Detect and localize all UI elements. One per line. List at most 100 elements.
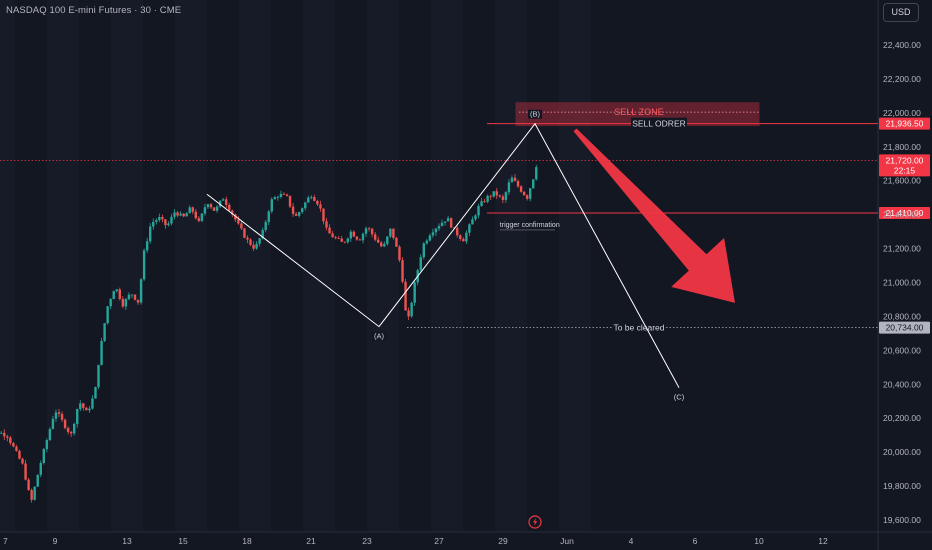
candle-body: [185, 213, 188, 217]
candle-body: [218, 200, 222, 207]
candle-body: [513, 177, 517, 182]
candle-body: [334, 237, 337, 239]
candle-body: [18, 450, 21, 459]
to-be-cleared-line-price-box: [879, 321, 930, 334]
candle-body: [489, 195, 492, 197]
candle-body: [507, 182, 511, 193]
candle-body: [462, 239, 465, 242]
price-tick-label: 22,200.00: [883, 74, 921, 84]
candle-body: [498, 195, 501, 197]
candle-body: [510, 177, 514, 183]
candle-body: [115, 289, 118, 292]
candle-body: [264, 222, 267, 231]
candle-body: [386, 236, 389, 244]
candle-body: [434, 228, 438, 233]
candle-body: [352, 231, 356, 237]
candle-body: [255, 243, 258, 249]
candle-body: [258, 238, 261, 244]
to-be-cleared-line-text: To be cleared: [613, 323, 664, 333]
candle-body: [36, 474, 39, 487]
candle-body: [525, 195, 529, 199]
candle-body: [325, 221, 328, 228]
candle-body: [389, 228, 392, 237]
candle-body: [310, 197, 313, 198]
candle-body: [437, 226, 441, 229]
trigger-line-price-box: [879, 206, 930, 219]
candle-body: [57, 412, 61, 414]
candle-body: [401, 260, 404, 282]
candle-body: [42, 449, 45, 463]
forecast-arrow: [573, 128, 735, 303]
trigger-line-price-label: 21,410.00: [886, 208, 924, 218]
session-band: [175, 0, 207, 532]
price-tick-label: 20,400.00: [883, 379, 921, 389]
trigger-line-text: trigger confirmation: [500, 222, 560, 229]
candle-body: [66, 428, 70, 432]
candle-body: [377, 239, 380, 243]
candle-body: [404, 281, 407, 311]
candles: [0, 164, 538, 503]
wave-label-bg: [528, 109, 542, 119]
candle-body: [21, 458, 24, 464]
candle-body: [212, 207, 216, 211]
wave-label: (C): [674, 393, 685, 402]
price-tick-label: 21,000.00: [883, 278, 921, 288]
candle-body: [504, 192, 508, 200]
candle-body: [322, 208, 325, 222]
candle-body: [54, 412, 58, 419]
candle-body: [240, 223, 243, 229]
time-tick-label: 7: [3, 536, 8, 546]
candle-body: [243, 228, 246, 238]
time-tick-label: 29: [498, 536, 508, 546]
price-tick-label: 22,000.00: [883, 108, 921, 118]
price-tick-label: 21,800.00: [883, 142, 921, 152]
candle-body: [380, 242, 383, 247]
candle-body: [456, 227, 459, 236]
candle-body: [273, 197, 277, 200]
candle-body: [279, 193, 283, 197]
candle-body: [282, 193, 286, 195]
candle-body: [304, 202, 307, 209]
price-tick-label: 21,400.00: [883, 210, 921, 220]
candle-body: [529, 188, 532, 199]
wave-label-bg: [372, 331, 386, 341]
candle-body: [443, 221, 447, 223]
candle-body: [39, 462, 42, 475]
lightning-glyph: [533, 518, 538, 526]
candle-body: [103, 323, 106, 341]
candle-body: [149, 226, 152, 242]
price-tick-label: 20,000.00: [883, 447, 921, 457]
candle-body: [145, 241, 149, 251]
currency-button[interactable]: USD: [883, 3, 919, 22]
candle-body: [9, 437, 12, 444]
candle-body: [477, 205, 480, 216]
candle-body: [440, 222, 444, 227]
candle-body: [319, 204, 322, 209]
price-tick-label: 22,400.00: [883, 40, 921, 50]
candle-body: [60, 413, 64, 420]
lightning-icon: [528, 515, 542, 529]
candle-body: [130, 294, 134, 296]
time-tick-label: 6: [693, 536, 698, 546]
candle-body: [179, 213, 182, 216]
candle-body: [176, 212, 179, 216]
candle-body: [370, 228, 374, 235]
candle-body: [109, 299, 112, 307]
candle-body: [182, 213, 185, 217]
candle-body: [69, 431, 73, 434]
candle-body: [63, 419, 67, 429]
session-band: [239, 0, 271, 532]
time-tick-label: 4: [629, 536, 634, 546]
candle-body: [398, 246, 401, 261]
session-band: [111, 0, 143, 532]
candle-body: [152, 221, 155, 227]
candle-body: [373, 234, 377, 240]
candle-body: [428, 235, 432, 241]
candle-body: [225, 199, 228, 205]
time-tick-label: 12: [818, 536, 828, 546]
price-tick-label: 19,800.00: [883, 481, 921, 491]
time-tick-label: 27: [434, 536, 444, 546]
candle-body: [519, 186, 523, 192]
candle-body: [495, 191, 498, 196]
